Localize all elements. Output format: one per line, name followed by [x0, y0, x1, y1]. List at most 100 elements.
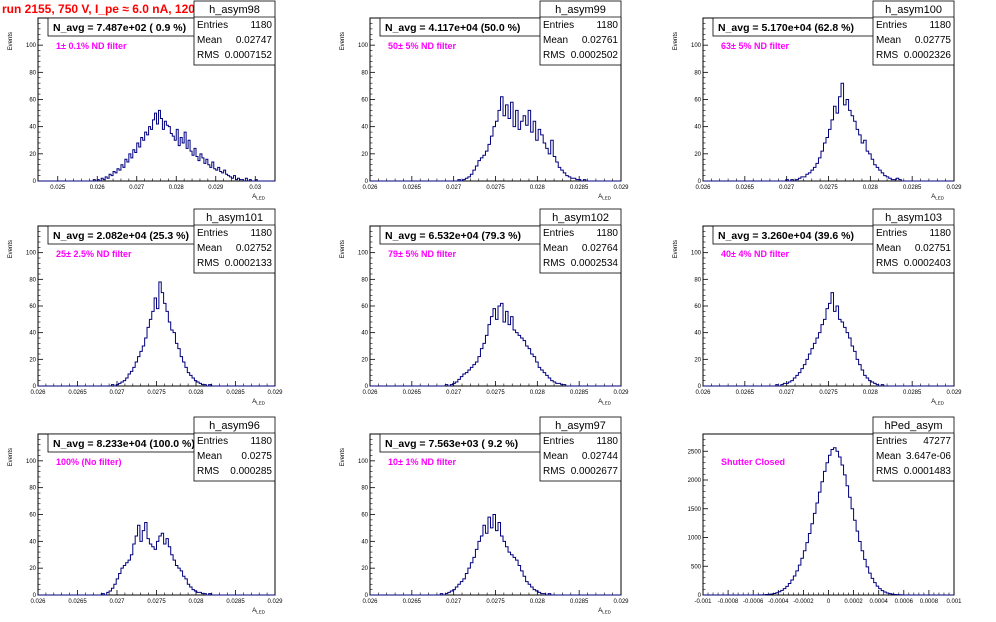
x-tick-label: 0.0265 — [403, 390, 422, 396]
x-tick-label: 0.028 — [188, 390, 204, 396]
x-axis-label-subscript: LED — [256, 610, 266, 615]
stats-mean-label: Mean — [543, 451, 568, 462]
y-tick-label: 60 — [694, 304, 701, 310]
x-axis-label-subscript: LED — [256, 401, 266, 406]
stats-histogram-name: h_asym101 — [206, 212, 263, 224]
x-tick-label: 0.027 — [129, 185, 145, 191]
y-tick-label: 80 — [29, 70, 36, 76]
x-axis-label-subscript: LED — [602, 610, 612, 615]
stats-entries-value: 1180 — [929, 228, 951, 239]
stats-mean-label: Mean — [197, 451, 222, 462]
x-tick-label: 0.028 — [530, 185, 546, 191]
y-tick-label: 0 — [33, 384, 37, 390]
stats-histogram-name: h_asym99 — [555, 4, 606, 16]
y-tick-label: 100 — [358, 459, 369, 465]
x-tick-label: 0.0008 — [920, 599, 939, 605]
page-title: run 2155, 750 V, I_pe ≈ 6.0 nA, 120 Hz — [2, 2, 213, 16]
x-tick-label: 0.027 — [779, 390, 795, 396]
filter-annotation: 79± 5% ND filter — [388, 249, 456, 259]
filter-annotation: 100% (No filter) — [56, 457, 122, 467]
stats-rms-label: RMS — [197, 258, 220, 269]
y-axis-label: Events — [340, 32, 346, 50]
x-tick-label: 0.025 — [50, 185, 66, 191]
x-tick-label: 0.029 — [267, 390, 283, 396]
x-tick-label: 0.0275 — [147, 599, 166, 605]
stats-entries-value: 1180 — [250, 20, 272, 31]
x-axis-label: ALED — [598, 194, 612, 201]
x-tick-label: 0.029 — [613, 599, 629, 605]
stats-histogram-name: h_asym98 — [209, 4, 260, 16]
y-tick-label: 40 — [361, 539, 368, 545]
x-tick-label: 0.001 — [946, 599, 962, 605]
x-tick-label: 0.028 — [169, 185, 185, 191]
stats-entries-label: Entries — [543, 20, 574, 31]
y-tick-label: 80 — [694, 70, 701, 76]
y-tick-label: 500 — [691, 564, 702, 570]
y-tick-label: 0 — [698, 179, 702, 185]
stats-rms-value: 0.0001483 — [904, 466, 952, 477]
x-tick-label: 0.0275 — [486, 185, 505, 191]
y-tick-label: 40 — [361, 331, 368, 337]
stats-rms-label: RMS — [543, 50, 566, 61]
x-tick-label: 0.026 — [362, 390, 378, 396]
y-tick-label: 60 — [29, 98, 36, 104]
y-tick-label: 100 — [358, 251, 369, 257]
x-tick-label: 0.0265 — [68, 599, 87, 605]
stats-entries-label: Entries — [543, 436, 574, 447]
y-tick-label: 0 — [365, 179, 369, 185]
x-tick-label: 0.0004 — [870, 599, 889, 605]
x-tick-label: 0.029 — [208, 185, 224, 191]
histogram-title: N_avg = 2.082e+04 (25.3 %) — [53, 230, 189, 242]
y-tick-label: 80 — [361, 70, 368, 76]
x-tick-label: 0.0006 — [895, 599, 914, 605]
stats-entries-label: Entries — [876, 436, 907, 447]
x-axis-label-subscript: LED — [935, 401, 945, 406]
x-tick-label: 0.028 — [863, 185, 879, 191]
y-tick-label: 0 — [698, 593, 702, 599]
histogram-panel-h_asym98: 0.025 0.026 0.027 0.028 0.029 0.03 0 20 40 60 80 10… — [8, 0, 276, 201]
stats-rms-label: RMS — [543, 466, 566, 477]
stats-entries-value: 1180 — [250, 228, 272, 239]
stats-entries-label: Entries — [876, 20, 907, 31]
histogram-panel-h_asym96: 0.026 0.0265 0.027 0.0275 0.028 0.0285 0.029 0 2… — [8, 416, 283, 615]
y-tick-label: 40 — [29, 539, 36, 545]
stats-box — [539, 416, 622, 482]
y-tick-label: 2000 — [688, 478, 702, 484]
y-tick-label: 60 — [361, 304, 368, 310]
stats-rms-value: 0.0007152 — [225, 50, 273, 61]
stats-box — [539, 208, 622, 274]
stats-mean-label: Mean — [197, 35, 222, 46]
stats-entries-label: Entries — [876, 228, 907, 239]
x-tick-label: 0.029 — [613, 390, 629, 396]
x-tick-label: 0.0265 — [403, 599, 422, 605]
y-tick-label: 40 — [694, 331, 701, 337]
x-tick-label: 0.0285 — [570, 390, 589, 396]
stats-rms-label: RMS — [197, 50, 220, 61]
stats-rms-value: 0.0002133 — [225, 258, 273, 269]
x-tick-label: 0.027 — [779, 185, 795, 191]
x-tick-label: -0.001 — [694, 599, 712, 605]
histogram-line — [370, 96, 621, 182]
stats-rms-value: 0.0002326 — [904, 50, 952, 61]
x-tick-label: 0.0265 — [68, 390, 87, 396]
x-tick-label: 0.027 — [109, 390, 125, 396]
stats-mean-value: 0.02775 — [915, 35, 952, 46]
x-tick-label: 0.026 — [90, 185, 106, 191]
y-tick-label: 0 — [33, 593, 37, 599]
y-tick-label: 0 — [365, 384, 369, 390]
x-axis-label-subscript: LED — [935, 196, 945, 201]
x-tick-label: 0.027 — [446, 599, 462, 605]
y-tick-label: 0 — [33, 179, 37, 185]
stats-histogram-name: h_asym96 — [209, 420, 260, 432]
stats-mean-label: Mean — [876, 243, 901, 254]
x-tick-label: 0 — [827, 599, 831, 605]
x-tick-label: 0.0002 — [844, 599, 863, 605]
stats-histogram-name: h_asym102 — [552, 212, 609, 224]
stats-rms-value: 0.0002677 — [571, 466, 619, 477]
y-tick-label: 100 — [691, 251, 702, 257]
x-tick-label: 0.0275 — [147, 390, 166, 396]
y-tick-label: 60 — [29, 513, 36, 519]
stats-mean-value: 0.0275 — [241, 451, 272, 462]
stats-rms-label: RMS — [876, 258, 899, 269]
